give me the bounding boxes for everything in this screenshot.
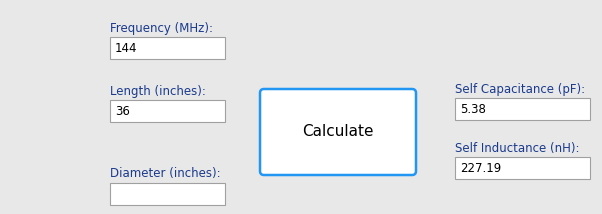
Text: Self Inductance (nH):: Self Inductance (nH): (455, 142, 580, 155)
Text: Length (inches):: Length (inches): (110, 85, 206, 98)
FancyBboxPatch shape (110, 100, 225, 122)
Text: 5.38: 5.38 (460, 103, 486, 116)
Text: Diameter (inches):: Diameter (inches): (110, 167, 220, 180)
Text: 227.19: 227.19 (460, 162, 501, 174)
Text: 144: 144 (115, 42, 137, 55)
FancyBboxPatch shape (110, 183, 225, 205)
FancyBboxPatch shape (260, 89, 416, 175)
Text: Self Capacitance (pF):: Self Capacitance (pF): (455, 83, 585, 96)
Text: Calculate: Calculate (302, 125, 374, 140)
Text: Frequency (MHz):: Frequency (MHz): (110, 22, 213, 35)
Text: 36: 36 (115, 104, 130, 117)
FancyBboxPatch shape (455, 157, 590, 179)
FancyBboxPatch shape (455, 98, 590, 120)
FancyBboxPatch shape (110, 37, 225, 59)
